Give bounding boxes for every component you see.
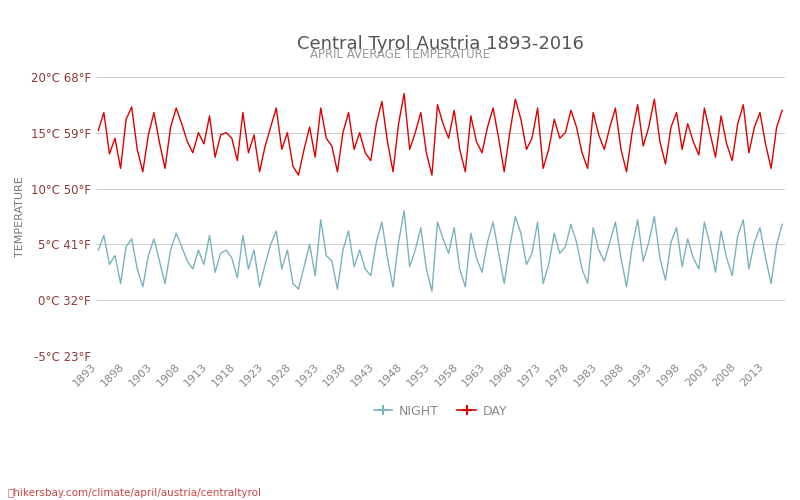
Text: 📍hikersbay.com/climate/april/austria/centraltyrol: 📍hikersbay.com/climate/april/austria/cen… — [8, 488, 262, 498]
Title: Central Tyrol Austria 1893-2016: Central Tyrol Austria 1893-2016 — [297, 35, 584, 53]
Text: APRIL AVERAGE TEMPERATURE: APRIL AVERAGE TEMPERATURE — [310, 48, 490, 60]
Legend: NIGHT, DAY: NIGHT, DAY — [369, 400, 512, 422]
Y-axis label: TEMPERATURE: TEMPERATURE — [15, 176, 25, 257]
